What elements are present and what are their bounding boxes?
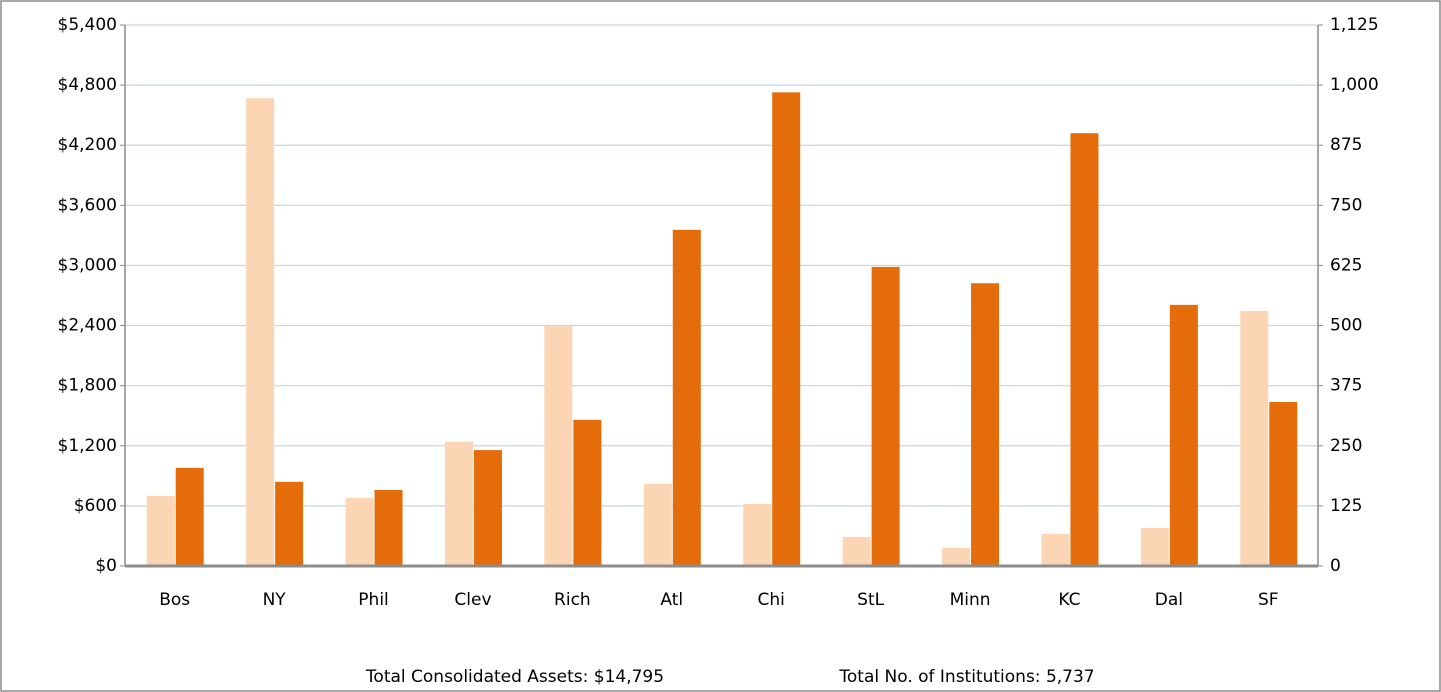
bar: [175, 467, 204, 566]
bar: [473, 450, 502, 566]
x-tick-label: Atl: [660, 590, 683, 610]
y-tick-label: $3,000: [58, 255, 117, 275]
x-tick-label: KC: [1058, 590, 1080, 610]
bar: [1269, 402, 1298, 566]
bar: [842, 536, 871, 566]
y-tick-label: $0: [95, 556, 117, 576]
y2-tick-label: 0: [1330, 556, 1341, 576]
y-tick-label: $4,200: [58, 135, 117, 155]
bar: [544, 326, 573, 566]
bar: [345, 497, 374, 566]
legend-label: Total Consolidated Assets: $14,795: [365, 667, 664, 687]
y2-tick-label: 250: [1330, 436, 1362, 456]
bar: [672, 229, 701, 566]
x-tick-label: Minn: [950, 590, 991, 610]
y-tick-label: $1,200: [58, 436, 117, 456]
y-tick-label: $2,400: [58, 316, 117, 336]
x-tick-label: Bos: [159, 590, 190, 610]
y2-tick-label: 875: [1330, 135, 1362, 155]
x-tick-label: Phil: [358, 590, 388, 610]
x-tick-label: SF: [1258, 590, 1279, 610]
y2-tick-label: 500: [1330, 316, 1362, 336]
x-tick-label: StL: [857, 590, 884, 610]
bar: [772, 92, 801, 566]
bar: [743, 503, 772, 566]
x-tick-label: Chi: [758, 590, 785, 610]
y2-tick-label: 625: [1330, 255, 1362, 275]
y2-tick-label: 750: [1330, 195, 1362, 215]
bar: [146, 495, 175, 566]
y-tick-label: $600: [74, 496, 117, 516]
x-tick-label: NY: [263, 590, 287, 610]
y2-tick-label: 375: [1330, 376, 1362, 396]
bar: [1140, 527, 1169, 566]
bar: [1070, 133, 1099, 566]
bar: [971, 283, 1000, 566]
x-tick-label: Clev: [454, 590, 491, 610]
bar: [275, 481, 304, 566]
x-tick-label: Dal: [1155, 590, 1183, 610]
y2-tick-label: 1,000: [1330, 75, 1379, 95]
y2-tick-label: 1,125: [1330, 15, 1379, 35]
bar: [643, 483, 672, 566]
y-tick-label: $4,800: [58, 75, 117, 95]
legend-label: Total No. of Institutions: 5,737: [838, 667, 1094, 687]
y-tick-label: $5,400: [58, 15, 117, 35]
bar: [444, 441, 473, 566]
bar: [1041, 533, 1070, 566]
x-tick-label: Rich: [554, 590, 591, 610]
bar: [871, 266, 900, 566]
bar: [1169, 304, 1198, 566]
bar: [246, 98, 275, 566]
bar: [1240, 311, 1269, 566]
bar: [573, 419, 602, 566]
y-tick-label: $3,600: [58, 195, 117, 215]
bar: [942, 547, 971, 566]
y-tick-label: $1,800: [58, 376, 117, 396]
y2-tick-label: 125: [1330, 496, 1362, 516]
bar: [374, 490, 403, 566]
